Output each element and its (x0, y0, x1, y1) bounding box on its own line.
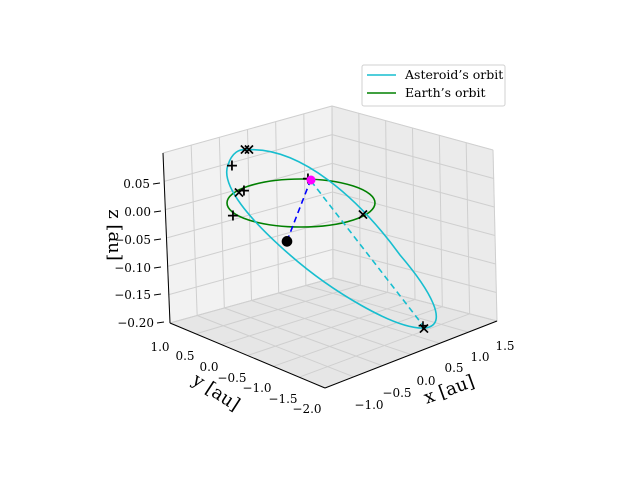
z-tick-mark (153, 266, 162, 269)
grid-line (167, 220, 333, 267)
connector-dashed-line (286, 178, 312, 242)
y-tick-label: −1.0 (242, 381, 271, 395)
z-tick-label: 0.00 (124, 205, 151, 219)
grid-line (332, 248, 497, 293)
asteroid-orbit-dashed-segment (310, 180, 426, 329)
black-x-marker: × (238, 140, 251, 159)
black-x-marker: × (232, 183, 245, 202)
gridlines (162, 105, 498, 389)
z-axis-label: z [au] (104, 209, 125, 261)
z-tick-mark (153, 238, 162, 241)
black-x-marker: × (242, 140, 255, 159)
grid-line (196, 315, 354, 378)
asteroid-orbit-back-segment (225, 149, 426, 329)
legend-label-earth: Earth’s orbit (405, 85, 486, 100)
y-tick-label: 1.0 (150, 340, 169, 354)
asteroid-orbit-near-segment (244, 148, 437, 329)
legend-box (361, 64, 506, 107)
grid-line (251, 300, 412, 355)
y-tick-label: −2.0 (292, 402, 321, 416)
blue-dot-marker: ● (281, 233, 293, 249)
z-tick-mark (152, 182, 161, 185)
red-plus-marker: + (417, 318, 429, 334)
x-tick-label: 0.0 (416, 374, 435, 388)
y-tick-label: −0.5 (217, 371, 246, 385)
red-plus-marker: + (237, 181, 250, 200)
grid-line (332, 191, 496, 236)
grid-line (332, 220, 496, 265)
grid-line (278, 292, 440, 344)
grid-line (332, 277, 498, 322)
grid-line (305, 285, 469, 333)
z-tick-label: −0.10 (114, 261, 151, 275)
z-tick-label: 0.05 (123, 177, 150, 191)
z-tick-mark (153, 293, 162, 296)
x-tick-label: −1.0 (354, 398, 383, 412)
axis-edges (162, 152, 498, 389)
blue-plus-marker: + (226, 206, 239, 225)
grid-line (164, 134, 333, 182)
magenta-dot-marker (306, 175, 316, 185)
z-tick-label: −0.15 (114, 288, 151, 302)
grid-line (332, 134, 494, 179)
z-tick-mark (153, 210, 162, 213)
x-tick-label: 0.5 (444, 361, 463, 375)
markers: ×××××+++++● (225, 140, 430, 338)
z-tick-label: −0.05 (114, 233, 151, 247)
grid-line (331, 105, 494, 151)
x-tick-label: 1.5 (495, 339, 514, 353)
z-tick-mark (156, 321, 165, 324)
x-tick-label: 1.0 (470, 350, 489, 364)
legend-label-asteroid: Asteroid’s orbit (404, 67, 503, 82)
grid-line (224, 307, 383, 367)
earth-orbit-line (226, 178, 376, 228)
grid-line (162, 105, 333, 154)
axis-ticks: 0.050.00−0.05−0.10−0.15−0.201.00.50.0−0.… (114, 177, 514, 416)
x-tick-label: −0.5 (382, 386, 411, 400)
y-tick-label: −1.5 (268, 392, 297, 406)
orbits (225, 148, 437, 329)
grid-line (168, 248, 333, 296)
black-x-marker: × (417, 319, 430, 338)
y-tick-label: 0.5 (175, 349, 194, 363)
blue-plus-marker: + (225, 156, 238, 175)
legend: Asteroid’s orbit Earth’s orbit (361, 64, 506, 107)
z-tick-label: −0.20 (117, 316, 154, 330)
grid-line (332, 162, 495, 208)
y-tick-label: 0.0 (199, 360, 218, 374)
black-x-marker: × (356, 205, 369, 224)
